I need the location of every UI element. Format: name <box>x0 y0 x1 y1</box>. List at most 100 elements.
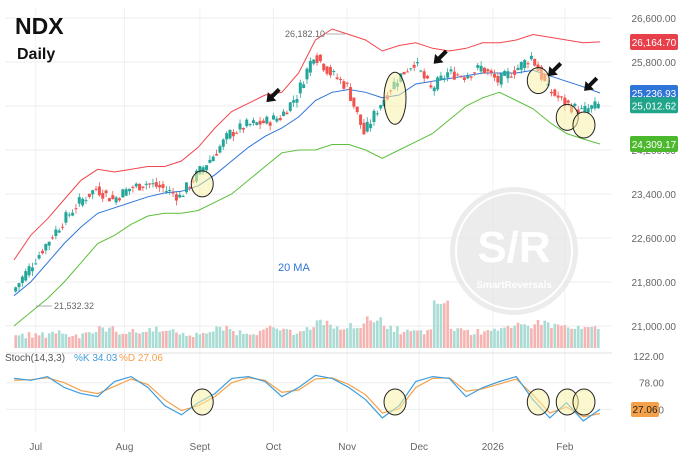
candle-body <box>429 85 433 88</box>
price-highlight-ellipse <box>526 67 550 95</box>
candle-body <box>583 105 587 112</box>
candle-body <box>94 188 98 190</box>
volume-bar <box>265 327 269 348</box>
candle-body <box>338 78 342 80</box>
volume-bar <box>553 323 557 348</box>
volume-bar <box>201 332 205 348</box>
candle-body <box>349 87 353 101</box>
candle-body <box>312 59 316 64</box>
candle-body <box>426 75 430 79</box>
price-tick-label: 23,400.00 <box>632 190 677 201</box>
volume-bar <box>583 326 587 348</box>
price-highlight-ellipse <box>383 71 407 125</box>
candle-body <box>241 127 245 130</box>
volume-bar <box>335 326 339 348</box>
svg-text:27.06: 27.06 <box>632 405 657 416</box>
volume-bar <box>446 300 449 348</box>
volume-bar <box>171 329 175 348</box>
volume-bar <box>506 325 510 348</box>
volume-bar <box>516 322 520 348</box>
volume-bar <box>312 327 315 348</box>
volume-bar <box>496 330 500 348</box>
candle-body <box>84 200 88 202</box>
volume-bar <box>155 326 158 348</box>
price-axis: 26,600.0025,800.0025,000.0024,200.0023,4… <box>632 14 677 333</box>
volume-bar <box>486 329 490 348</box>
candle-body <box>14 287 18 292</box>
volume-bar <box>322 325 326 348</box>
volume-bar <box>489 330 493 348</box>
volume-bar <box>158 331 161 348</box>
price-label-box <box>630 97 678 114</box>
volume-bars <box>14 300 600 348</box>
candle-body <box>292 100 296 103</box>
volume-bar <box>74 334 78 348</box>
annotation-low-label: 21,532.32 <box>54 301 94 311</box>
candle-body <box>121 189 125 198</box>
volume-bar <box>67 336 71 348</box>
candle-body <box>74 208 78 210</box>
candle-body <box>315 55 319 63</box>
candle-body <box>178 194 182 198</box>
volume-bar <box>386 328 389 348</box>
candle-body <box>272 115 276 120</box>
candle-body <box>365 121 369 132</box>
volume-bar <box>342 329 346 348</box>
volume-bar <box>64 334 68 348</box>
stoch-highlight-ellipse <box>383 388 407 416</box>
candle-body <box>559 96 563 98</box>
volume-bar <box>466 329 470 348</box>
volume-bar <box>379 317 382 348</box>
candle-body <box>138 183 142 191</box>
candle-body <box>345 82 349 84</box>
volume-bar <box>148 327 151 348</box>
volume-bar <box>108 327 111 348</box>
candle-body <box>372 110 376 122</box>
candle-body <box>164 190 168 192</box>
candle-body <box>205 165 209 171</box>
x-tick-label: Feb <box>556 442 574 453</box>
volume-bar <box>151 331 155 348</box>
volume-bar <box>329 324 332 348</box>
candle-body <box>328 67 332 76</box>
x-tick-label: Sept <box>190 442 211 453</box>
candle-body <box>285 112 289 115</box>
arrow-marker <box>547 62 563 77</box>
volume-bar <box>77 338 81 348</box>
candle-body <box>462 77 466 81</box>
x-tick-label: Dec <box>410 442 428 453</box>
volume-bar <box>21 333 24 348</box>
candle-body <box>472 72 476 74</box>
candle-body <box>111 195 115 200</box>
arrow-shape <box>584 76 599 91</box>
volume-bar <box>302 330 305 348</box>
candles <box>14 52 600 293</box>
candle-body <box>422 71 426 79</box>
candle-body <box>81 198 85 206</box>
candle-body <box>526 63 530 65</box>
candle-body <box>87 193 91 197</box>
candle-body <box>245 119 249 127</box>
volume-bar <box>299 331 302 348</box>
volume-bar <box>580 328 583 348</box>
price-tick-label: 26,600.00 <box>632 14 677 25</box>
volume-bar <box>144 331 148 348</box>
x-tick-label: 2026 <box>482 442 505 453</box>
volume-bar <box>211 331 215 348</box>
candle-body <box>131 186 135 188</box>
volume-bar <box>355 327 359 348</box>
volume-bar <box>258 330 262 348</box>
candle-body <box>405 71 409 73</box>
volume-bar <box>499 328 503 348</box>
candle-body <box>563 97 567 106</box>
volume-bar <box>590 326 593 348</box>
candle-body <box>27 266 31 276</box>
candle-body <box>529 55 533 60</box>
watermark-logo: S/R SmartReversals <box>450 187 578 315</box>
candle-body <box>359 114 363 125</box>
candle-body <box>235 132 239 134</box>
volume-bar <box>359 328 362 348</box>
candle-body <box>432 87 436 92</box>
candle-body <box>469 76 473 78</box>
